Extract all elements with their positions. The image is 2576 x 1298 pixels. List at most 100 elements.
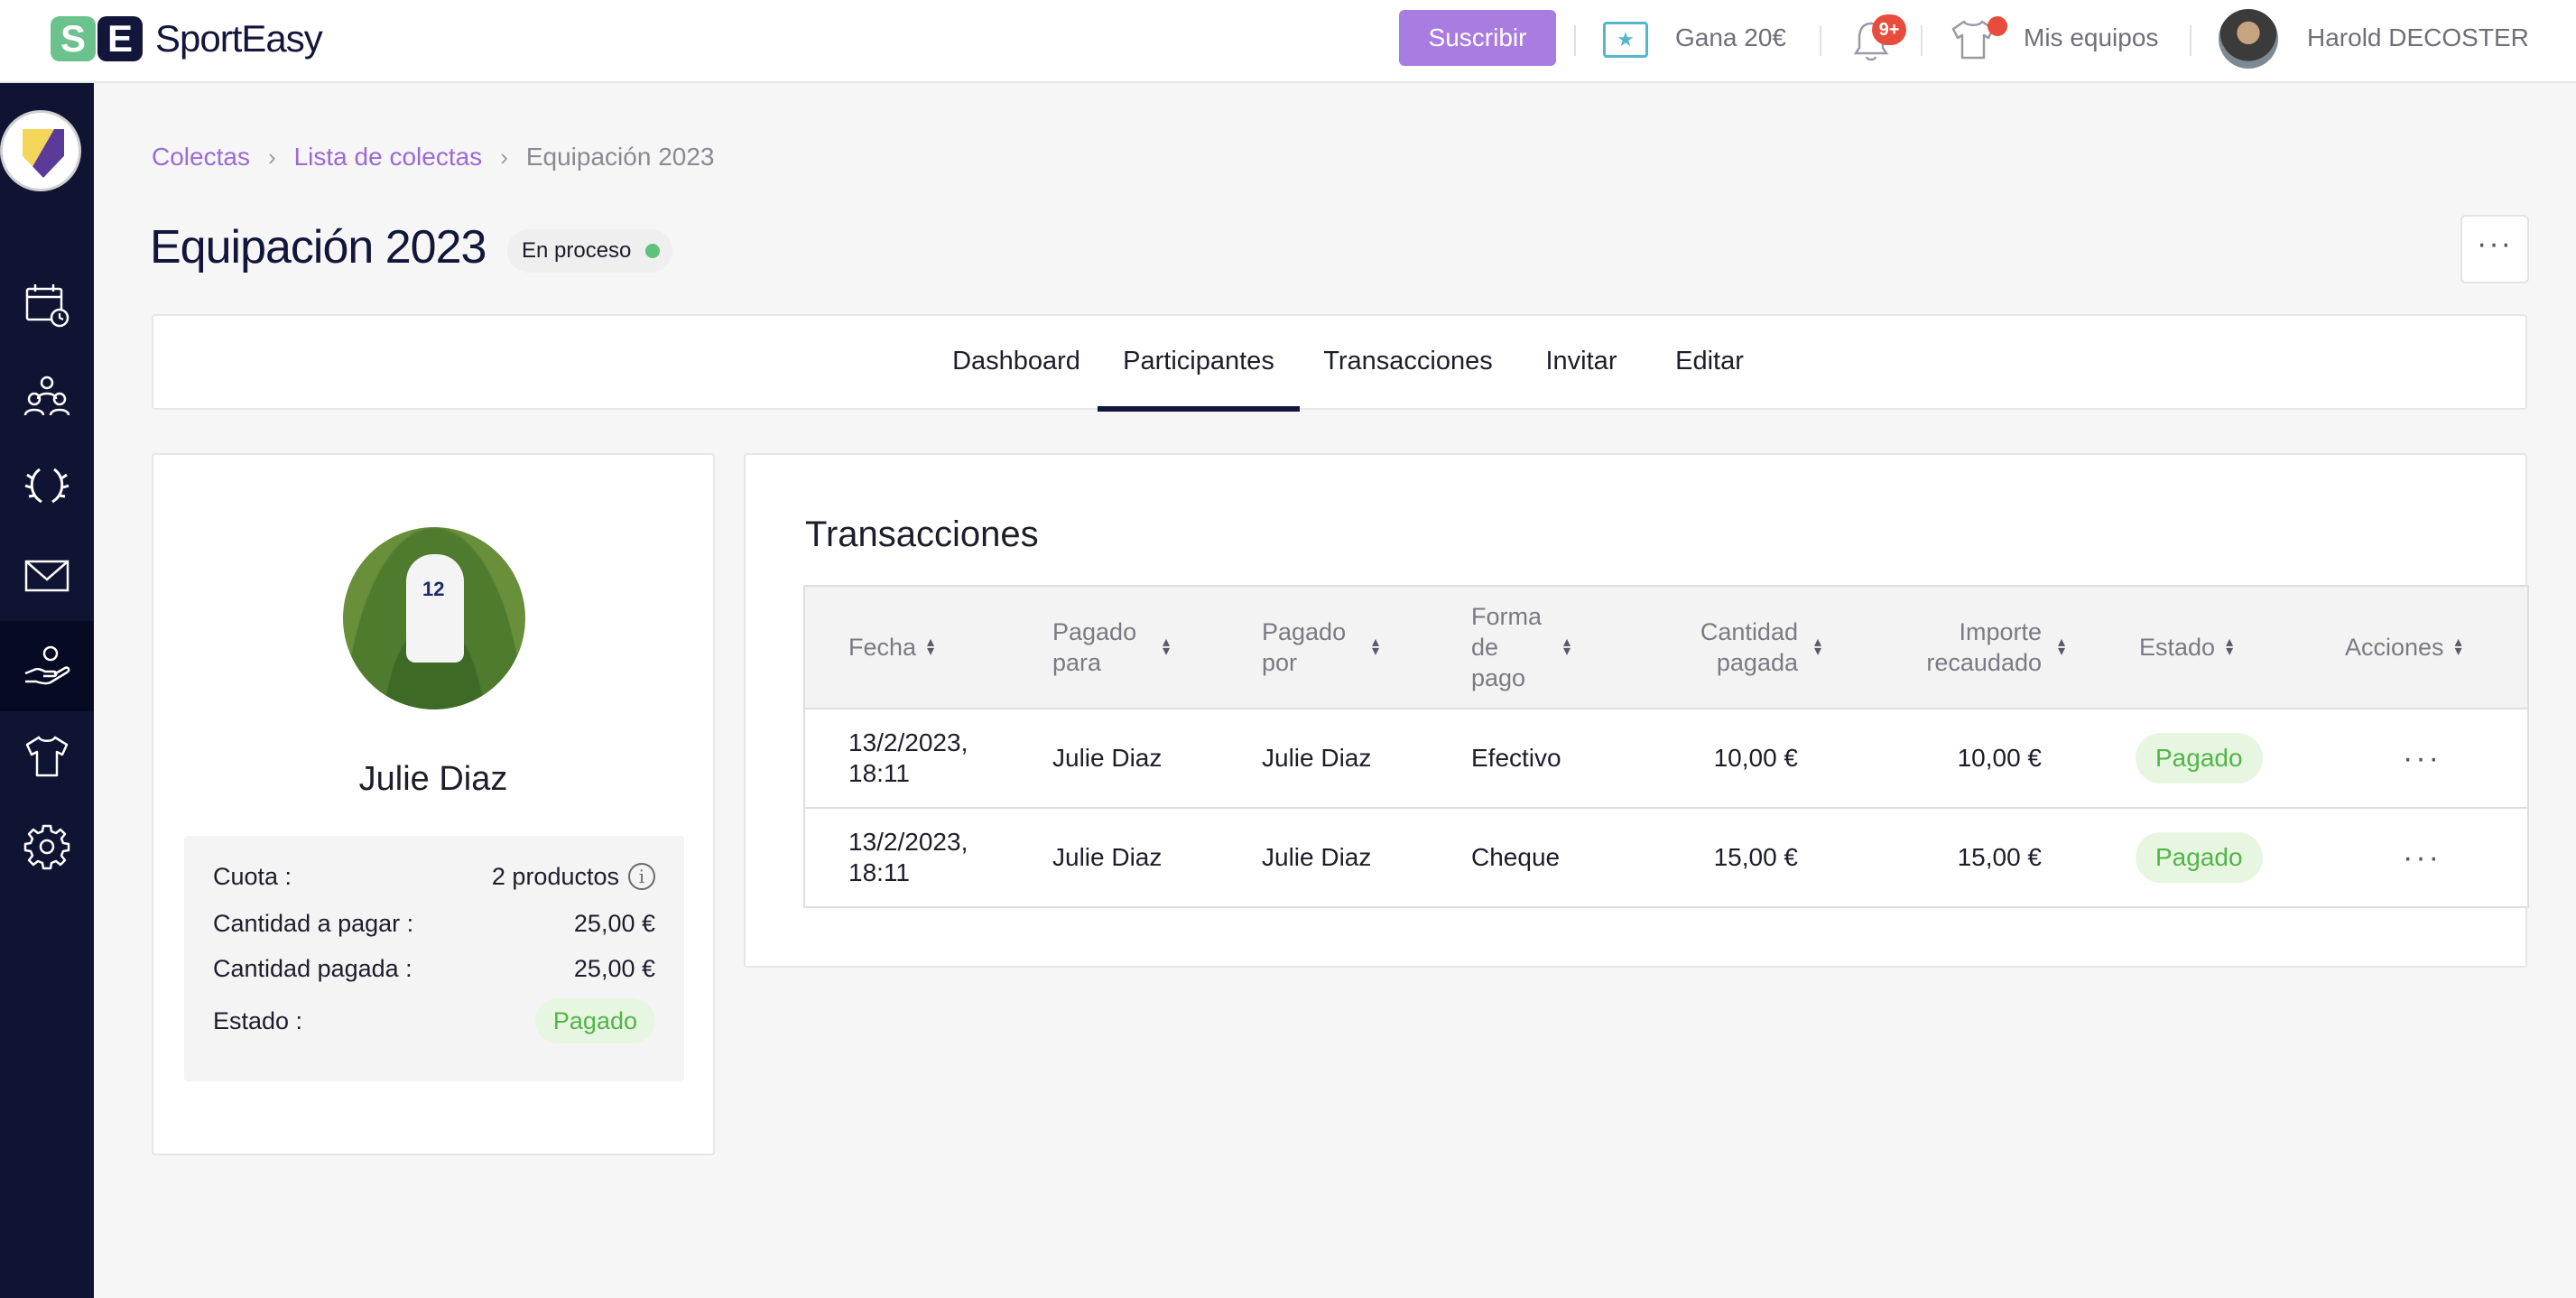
divider xyxy=(2190,25,2191,56)
participant-name: Julie Diaz xyxy=(358,760,508,798)
info-icon[interactable]: i xyxy=(628,863,655,890)
cell-paid-for: Julie Diaz xyxy=(1052,843,1163,871)
tab-participants[interactable]: Participantes xyxy=(1098,316,1300,412)
people-icon xyxy=(23,375,70,416)
column-paid-for[interactable]: Pagado para ▴ ▾ xyxy=(1052,587,1188,708)
cell-payment-method: Efectivo xyxy=(1471,744,1561,772)
fee-value: 2 productos i xyxy=(492,863,655,891)
sidebar-item-calendar[interactable] xyxy=(0,260,94,350)
logo-mark: S E xyxy=(51,16,143,61)
team-shield-icon xyxy=(23,129,64,178)
amount-due-value: 25,00 € xyxy=(573,910,655,937)
earn-reward-link[interactable]: Gana 20€ xyxy=(1675,23,1786,51)
sidebar-item-settings[interactable] xyxy=(0,802,94,892)
column-amount-paid-label: Cantidad pagada xyxy=(1700,618,1798,676)
sort-icon[interactable]: ▴ ▾ xyxy=(1163,635,1171,659)
cell-status: Pagado xyxy=(2136,809,2263,906)
team-logo[interactable] xyxy=(0,110,81,191)
column-date-label: Fecha xyxy=(848,634,917,661)
row-actions-button[interactable]: ··· xyxy=(2403,741,2442,775)
tab-edit[interactable]: Editar xyxy=(1675,347,1744,375)
laurel-icon xyxy=(24,468,69,504)
user-avatar[interactable] xyxy=(2219,9,2278,69)
status-row: Estado : Pagado xyxy=(213,998,655,1043)
cell-date: 13/2/2023, 18:11 xyxy=(848,828,968,886)
tab-invite[interactable]: Invitar xyxy=(1545,347,1617,375)
table-row: 13/2/2023, 18:11 Julie Diaz Julie Diaz C… xyxy=(803,809,2529,908)
column-date[interactable]: Fecha ▴ ▾ xyxy=(848,587,1029,708)
sort-icon[interactable]: ▴ ▾ xyxy=(927,635,935,659)
amount-paid-value: 25,00 € xyxy=(573,955,655,982)
participant-avatar: 12 xyxy=(343,527,525,709)
tab-transactions[interactable]: Transacciones xyxy=(1323,347,1493,375)
cell-paid-by: Julie Diaz xyxy=(1262,744,1372,772)
sporteasy-logo[interactable]: S E SportEasy xyxy=(51,16,323,61)
hand-money-icon xyxy=(24,645,70,685)
status-badge: En proceso xyxy=(507,229,673,273)
sort-icon[interactable]: ▴ ▾ xyxy=(1563,635,1571,659)
tshirt-icon xyxy=(25,736,69,777)
participant-status-badge: Pagado xyxy=(534,998,655,1043)
sidebar-item-messages[interactable] xyxy=(0,531,94,621)
column-actions[interactable]: Acciones ▴ ▾ xyxy=(2345,587,2507,708)
logo-text: SportEasy xyxy=(155,17,323,60)
participant-summary: Cuota : 2 productos i Cantidad a pagar : … xyxy=(184,836,684,1081)
column-payment-method[interactable]: Forma de pago ▴ ▾ xyxy=(1471,587,1589,708)
top-bar: S E SportEasy Suscribir ★ Gana 20€ 9+ Mi… xyxy=(0,0,2576,83)
breadcrumb-collection-list[interactable]: Lista de colectas xyxy=(293,143,483,171)
column-amount-paid[interactable]: Cantidad pagada ▴ ▾ xyxy=(1654,587,1821,708)
paid-badge: Pagado xyxy=(2136,733,2263,783)
page-title: Equipación 2023 xyxy=(150,221,486,274)
cell-paid-by: Julie Diaz xyxy=(1262,843,1372,871)
logo-mark-e: E xyxy=(97,16,143,61)
jersey-icon[interactable] xyxy=(1950,16,1997,63)
sort-icon[interactable]: ▴ ▾ xyxy=(1372,635,1380,659)
divider xyxy=(1574,25,1576,56)
sort-icon[interactable]: ▴ ▾ xyxy=(2454,635,2462,659)
column-paid-by-label: Pagado por xyxy=(1262,618,1347,676)
breadcrumb: Colectas › Lista de colectas › Equipació… xyxy=(152,143,714,172)
sidebar-item-members[interactable] xyxy=(0,350,94,440)
sidebar-item-collections[interactable] xyxy=(0,621,94,711)
column-status[interactable]: Estado ▴ ▾ xyxy=(2139,587,2266,708)
fee-row: Cuota : 2 productos i xyxy=(213,863,655,891)
sort-icon[interactable]: ▴ ▾ xyxy=(2226,635,2234,659)
table-row: 13/2/2023, 18:11 Julie Diaz Julie Diaz E… xyxy=(803,709,2529,809)
ticket-star-icon[interactable]: ★ xyxy=(1603,22,1648,58)
sort-icon[interactable]: ▴ ▾ xyxy=(1813,635,1821,659)
row-actions-button[interactable]: ··· xyxy=(2403,840,2442,875)
amount-due-label: Cantidad a pagar : xyxy=(213,910,414,937)
tabs-bar: Dashboard Participantes Transacciones In… xyxy=(152,314,2527,412)
gear-icon xyxy=(23,824,70,870)
logo-mark-s: S xyxy=(51,16,96,61)
status-label: En proceso xyxy=(522,238,632,263)
breadcrumb-current: Equipación 2023 xyxy=(525,143,715,171)
envelope-icon xyxy=(24,560,69,592)
more-options-button[interactable]: ··· xyxy=(2460,215,2529,283)
sidebar-item-competitions[interactable] xyxy=(0,440,94,531)
column-payment-method-label: Forma de pago xyxy=(1471,603,1543,691)
teams-notification-dot xyxy=(1988,16,2007,36)
cell-payment-method: Cheque xyxy=(1471,843,1561,871)
notifications-badge[interactable]: 9+ xyxy=(1872,14,1906,45)
cell-amount-paid: 15,00 € xyxy=(1713,843,1798,871)
column-amount-collected[interactable]: Importe recaudado ▴ ▾ xyxy=(1870,587,2065,708)
sort-icon[interactable]: ▴ ▾ xyxy=(2057,635,2065,659)
chevron-right-icon: › xyxy=(500,143,508,171)
subscribe-button[interactable]: Suscribir xyxy=(1399,10,1556,66)
fee-products: 2 productos xyxy=(491,863,619,890)
column-paid-for-label: Pagado para xyxy=(1052,618,1137,676)
my-teams-link[interactable]: Mis equipos xyxy=(2024,23,2159,51)
column-paid-by[interactable]: Pagado por ▴ ▾ xyxy=(1262,587,1397,708)
tab-dashboard[interactable]: Dashboard xyxy=(952,347,1080,375)
breadcrumb-collections[interactable]: Colectas xyxy=(152,143,250,171)
sidebar-item-jersey[interactable] xyxy=(0,711,94,802)
cell-amount-collected: 10,00 € xyxy=(1957,744,2042,772)
paid-badge: Pagado xyxy=(534,998,655,1043)
cell-status: Pagado xyxy=(2136,709,2263,807)
divider xyxy=(1921,25,1923,56)
amount-paid-label: Cantidad pagada : xyxy=(213,955,412,982)
user-name-link[interactable]: Harold DECOSTER xyxy=(2307,23,2529,51)
status-dot xyxy=(645,244,661,258)
amount-paid-row: Cantidad pagada : 25,00 € xyxy=(213,955,655,983)
